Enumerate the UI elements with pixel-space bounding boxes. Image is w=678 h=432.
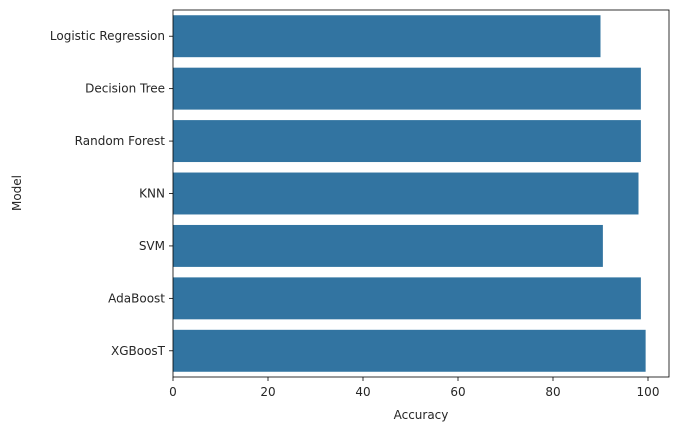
- plot-frame: [172, 9, 670, 378]
- y-tick-label: SVM: [139, 239, 165, 253]
- y-tick-label: AdaBoost: [108, 291, 165, 305]
- bar-random-forest: [173, 120, 641, 163]
- bar-adaboost: [173, 277, 641, 320]
- bars-group: [173, 15, 646, 372]
- x-axis-title: Accuracy: [394, 408, 449, 422]
- bar-xgboost: [173, 329, 646, 372]
- y-tick-label: Random Forest: [75, 134, 166, 148]
- bar-logistic-regression: [173, 15, 601, 58]
- y-tick-label: XGBoosT: [111, 344, 166, 358]
- x-tick-label: 60: [450, 385, 465, 399]
- y-axis-title: Model: [10, 175, 24, 211]
- y-tick-labels: Logistic Regression Decision Tree Random F…: [50, 29, 173, 358]
- y-tick-label: KNN: [139, 187, 165, 201]
- x-tick-label: 40: [355, 385, 370, 399]
- x-tick-label: 0: [169, 385, 177, 399]
- bar-knn: [173, 172, 639, 215]
- y-tick-label: Logistic Regression: [50, 29, 165, 43]
- x-tick-label: 20: [260, 385, 275, 399]
- bar-decision-tree: [173, 67, 641, 110]
- bar-svm: [173, 224, 603, 267]
- x-tick-labels: 0 20 40 60 80 100: [169, 377, 659, 399]
- x-tick-label: 80: [545, 385, 560, 399]
- x-tick-label: 100: [637, 385, 660, 399]
- y-tick-label: Decision Tree: [85, 82, 165, 96]
